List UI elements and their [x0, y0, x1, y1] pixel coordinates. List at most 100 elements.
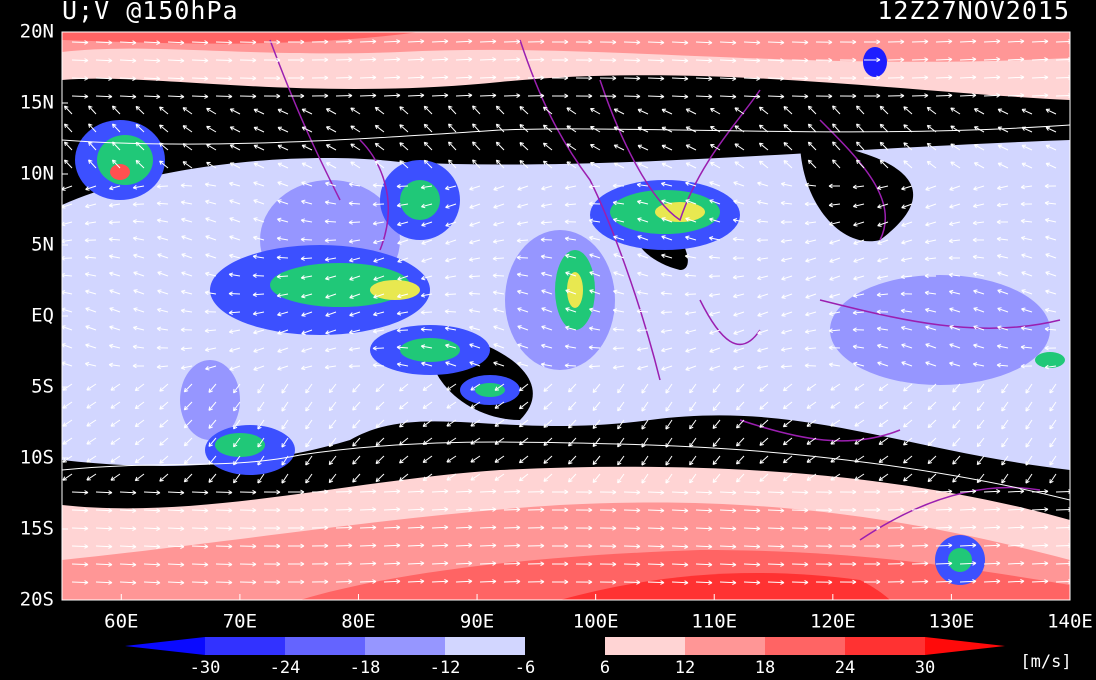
wind-arrow: [527, 57, 545, 63]
wind-arrow: [62, 401, 73, 409]
wind-arrow: [983, 543, 1001, 548]
wind-arrow: [469, 221, 481, 227]
wind-arrow: [564, 185, 577, 190]
wind-arrow: [828, 345, 841, 351]
wind-arrow: [444, 292, 457, 297]
wind-arrow: [1020, 326, 1033, 331]
wind-arrow: [878, 473, 889, 481]
wind-arrow: [853, 221, 865, 227]
wind-arrow: [1055, 525, 1070, 530]
wind-arrow: [215, 508, 233, 513]
wind-arrow: [949, 361, 961, 367]
wind-arrow: [208, 419, 217, 429]
colorbar-segment: [765, 637, 845, 655]
wind-arrow: [972, 220, 985, 226]
wind-arrow: [445, 361, 457, 367]
wind-arrow: [1045, 144, 1057, 151]
wind-arrow: [541, 185, 553, 191]
wind-arrow: [205, 365, 217, 371]
wind-arrow: [503, 525, 521, 530]
wind-arrow: [756, 237, 769, 243]
wind-arrow: [300, 275, 313, 280]
wind-arrow: [132, 344, 145, 350]
wind-arrow: [420, 184, 433, 190]
wind-arrow: [494, 419, 505, 427]
wind-arrow: [863, 93, 881, 99]
wind-arrow: [540, 254, 553, 260]
wind-arrow: [743, 40, 761, 45]
wind-arrow: [719, 562, 737, 567]
wind-arrow: [84, 220, 97, 226]
wind-arrow: [983, 507, 1001, 512]
wind-arrow: [300, 218, 313, 223]
wind-arrow: [181, 217, 193, 223]
wind-arrow: [791, 544, 809, 549]
wind-arrow: [997, 325, 1009, 331]
wind-arrow: [133, 289, 145, 295]
wind-arrow: [839, 75, 857, 81]
wind-arrow: [733, 293, 745, 299]
wind-arrow: [710, 108, 721, 115]
wind-arrow: [695, 580, 713, 585]
wind-arrow: [109, 271, 121, 277]
colorbar-segment: [205, 637, 285, 655]
wind-arrow: [383, 543, 401, 548]
wind-arrow: [205, 253, 217, 259]
wind-arrow: [592, 473, 601, 484]
wind-arrow: [612, 217, 625, 223]
wind-arrow: [839, 561, 857, 567]
wind-arrow: [839, 93, 857, 99]
wind-arrow: [446, 473, 457, 481]
wind-arrow: [689, 455, 697, 466]
wind-arrow: [647, 526, 665, 531]
wind-arrow: [167, 40, 185, 45]
wind-arrow: [1045, 126, 1057, 133]
wind-arrow: [399, 455, 409, 464]
wind-arrow: [976, 401, 985, 412]
wind-arrow: [804, 182, 817, 188]
wind-arrow: [647, 490, 665, 495]
wind-arrow: [287, 561, 305, 567]
wind-arrow: [575, 561, 593, 567]
wind-arrow: [350, 143, 361, 151]
wind-arrow: [671, 490, 689, 495]
lat-label: EQ: [31, 305, 54, 327]
wind-arrow: [469, 361, 481, 367]
wind-arrow: [373, 239, 385, 245]
wind-arrow: [782, 383, 793, 392]
wind-arrow: [109, 307, 121, 313]
wind-arrow: [541, 325, 553, 331]
wind-arrow: [167, 562, 185, 567]
wind-arrow: [565, 289, 577, 295]
wind-arrow: [564, 344, 577, 349]
wind-arrow: [613, 271, 625, 277]
wind-arrow: [996, 202, 1009, 208]
wind-arrow: [71, 580, 89, 585]
wind-arrow: [685, 144, 697, 151]
wind-arrow: [568, 401, 577, 411]
wind-arrow: [183, 473, 193, 483]
wind-arrow: [455, 39, 473, 44]
wind-arrow: [815, 543, 833, 549]
wind-arrow: [757, 181, 769, 187]
wind-arrow: [623, 562, 641, 567]
wind-arrow: [300, 256, 313, 261]
wind-arrow: [876, 309, 889, 315]
wind-arrow: [805, 257, 817, 263]
colorbar-segment: [605, 637, 685, 655]
wind-arrow: [191, 544, 209, 549]
wind-arrow: [830, 383, 841, 391]
wind-arrow: [325, 347, 337, 353]
wind-arrow: [287, 489, 305, 495]
wind-arrow: [1001, 401, 1009, 412]
wind-arrow: [348, 201, 361, 206]
colorbar-label: -24: [270, 658, 301, 678]
wind-arrow: [709, 199, 721, 205]
wind-arrow: [62, 455, 73, 463]
wind-arrow: [564, 363, 577, 368]
wind-arrow: [903, 142, 913, 151]
wind-arrow: [111, 105, 121, 115]
wind-arrow: [911, 57, 929, 62]
wind-band: [560, 572, 890, 600]
wind-arrow: [566, 143, 577, 151]
